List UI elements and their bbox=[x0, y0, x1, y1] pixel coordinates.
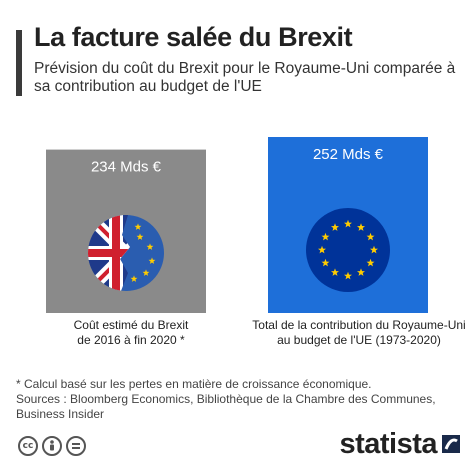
bar-value-label-2: 252 Mds € bbox=[313, 146, 384, 163]
footnote: * Calcul basé sur les pertes en matière … bbox=[16, 377, 466, 422]
eu-flag-star bbox=[321, 232, 330, 241]
footnote-sources: Sources : Bloomberg Economics, Bibliothè… bbox=[16, 392, 436, 421]
eu-flag-star bbox=[331, 223, 339, 231]
page-title: La facture salée du Brexit bbox=[34, 22, 353, 52]
eu-flag-star bbox=[321, 258, 330, 267]
eu-flag-star bbox=[357, 268, 365, 276]
eu-flag-star bbox=[366, 258, 375, 267]
by-icon[interactable] bbox=[42, 436, 62, 456]
eu-flag-star bbox=[318, 245, 326, 254]
statista-logo[interactable]: statista bbox=[339, 428, 462, 461]
equal-icon[interactable] bbox=[66, 436, 86, 456]
eu-flag-star bbox=[370, 245, 378, 254]
eu-flag-star bbox=[357, 223, 365, 231]
broken-uk-eu-flag-icon bbox=[88, 215, 164, 291]
bar-value-label-1: 234 Mds € bbox=[91, 159, 162, 176]
category-label-brexit-cost: Coût estimé du Brexit de 2016 à fin 2020… bbox=[73, 318, 189, 347]
eu-flag-icon bbox=[306, 208, 390, 292]
statista-logo-mark-icon bbox=[442, 434, 460, 453]
eu-flag-star bbox=[331, 268, 339, 276]
eu-flag-star bbox=[344, 271, 352, 280]
category-label-eu-contribution: Total de la contribution du Royaume-Uni … bbox=[252, 318, 466, 347]
chart-area: 234 Mds € 252 Mds € bbox=[46, 137, 428, 313]
page-subtitle: Prévision du coût du Brexit pour le Roya… bbox=[34, 60, 456, 95]
eu-flag-star bbox=[344, 219, 352, 228]
footnote-note: * Calcul basé sur les pertes en matière … bbox=[16, 377, 372, 391]
cc-icon[interactable]: cc bbox=[18, 436, 38, 456]
statista-logo-text: statista bbox=[339, 428, 437, 460]
title-accent-bar bbox=[16, 30, 22, 96]
license-icons: cc bbox=[18, 436, 86, 456]
eu-flag-star bbox=[366, 232, 375, 241]
